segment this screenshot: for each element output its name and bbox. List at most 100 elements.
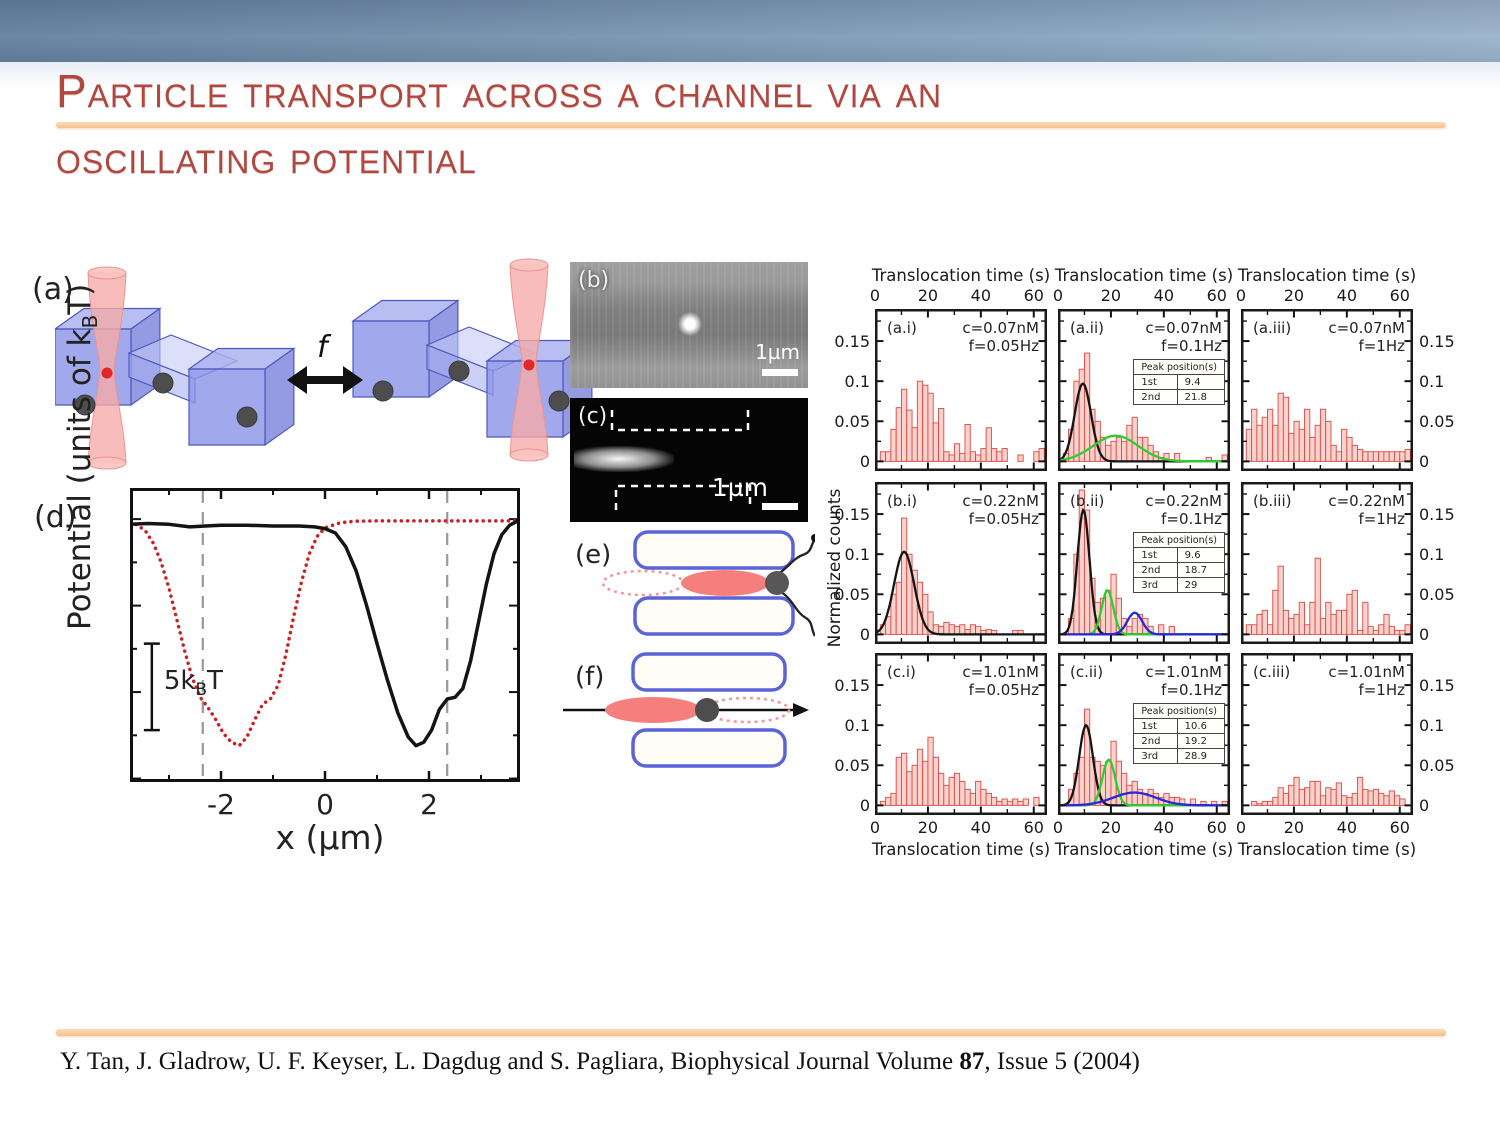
hist-x-tick: 20 [917, 286, 939, 305]
histogram-bar [1351, 792, 1358, 806]
histogram-grid: (a.i) c=0.07nM f=0.05Hz (a.ii) c=0.07nM f=0.1… [820, 258, 1490, 878]
histogram-bar [1267, 408, 1274, 462]
frequency-label: f=0.05Hz [969, 337, 1040, 355]
panel-id-label: (a.i) [887, 319, 917, 337]
histogram-bar [1394, 629, 1401, 635]
histogram-bar [906, 409, 913, 462]
hist-y-tick: 0 [859, 452, 870, 472]
channel-wall [633, 530, 795, 570]
histogram-bar [1394, 795, 1401, 806]
hist-x-tick: 60 [1206, 286, 1227, 305]
histogram-bar [938, 772, 945, 806]
hist-top-axis-title: Translocation time (s) [1054, 266, 1234, 285]
panel-d-label: (d) [34, 500, 77, 535]
histogram-bar [1251, 624, 1258, 635]
histogram-bar [1383, 451, 1390, 462]
hist-y-tick: 0 [1419, 452, 1430, 472]
potential-x-axis-label: x (µm) [275, 818, 385, 857]
title-underline [56, 122, 1446, 128]
histogram-bar [1356, 448, 1364, 462]
histogram-bar [1325, 787, 1332, 806]
concentration-label: c=1.01nM [1145, 663, 1222, 681]
histogram-bar [1367, 451, 1374, 462]
histogram-bar [1362, 451, 1369, 462]
histogram-bar [1341, 795, 1348, 806]
histogram-bar [959, 624, 966, 635]
histogram-bar [1399, 798, 1406, 806]
frequency-label: f=1Hz [1358, 681, 1405, 699]
scale-bar-label: 5kBT [163, 665, 223, 700]
hist-x-tick: 20 [1283, 818, 1305, 837]
hist-top-axis-title: Translocation time (s) [871, 266, 1051, 285]
colloidal-particle [448, 360, 470, 382]
histogram-bar [1335, 451, 1343, 462]
histogram-bar [990, 796, 998, 806]
histogram-bar [1309, 780, 1316, 806]
hist-y-tick: 0.1 [1419, 372, 1445, 392]
histogram-bar [964, 788, 971, 806]
histogram-bar [1372, 788, 1380, 806]
panel-b-scalebar-label: 1µm [755, 340, 800, 364]
histogram-bar [985, 792, 992, 806]
frequency-label: f=0.05Hz [969, 681, 1040, 699]
histogram-bar [948, 776, 955, 806]
histogram-bar [885, 796, 892, 806]
panel-id-label: (a.iii) [1253, 319, 1291, 337]
histogram-bar [1256, 803, 1263, 806]
citation-authors: Y. Tan, J. Gladrow, U. F. Keyser, L. Dag… [60, 1048, 960, 1075]
histogram-bar [1293, 613, 1300, 635]
histogram-bar [1383, 613, 1390, 635]
frequency-symbol: f [317, 330, 332, 365]
histogram-bar [1282, 792, 1290, 806]
histogram-bar [901, 388, 908, 462]
histogram-bar [1126, 784, 1133, 806]
histogram-bar [1404, 624, 1411, 635]
histogram-bar [1267, 800, 1274, 806]
histogram-bar [1131, 617, 1138, 635]
hist-x-tick: 40 [1336, 818, 1358, 837]
panel-id-label: (c.ii) [1070, 663, 1103, 681]
histogram-bar [1282, 609, 1290, 635]
histogram-panel-c.iii: (c.iii) c=1.01nM f=1Hz [1240, 653, 1413, 815]
histogram-bar [1163, 792, 1170, 806]
histogram-bar [1351, 444, 1358, 462]
hist-y-tick: 0.15 [1419, 505, 1455, 525]
hist-y-tick: 0.1 [844, 372, 870, 392]
histogram-bar [1388, 625, 1395, 635]
panel-b-micrograph: (b) 1µm [570, 262, 808, 388]
concentration-label: c=0.22nM [962, 492, 1039, 510]
concentration-label: c=0.07nM [1328, 319, 1405, 337]
histogram-bar [1245, 624, 1253, 635]
panel-e-schematic [601, 530, 815, 637]
concentration-label: c=1.01nM [1328, 663, 1405, 681]
histogram-bar [996, 800, 1003, 806]
histogram-bar [1399, 451, 1406, 462]
hist-y-tick: 0.15 [1419, 332, 1455, 352]
histogram-bar [1272, 796, 1279, 806]
histogram-bar [916, 748, 924, 806]
hist-y-tick: 0.1 [844, 716, 870, 736]
panel-id-label: (b.ii) [1070, 492, 1104, 510]
histogram-bar [1017, 454, 1024, 462]
hist-x-tick: 0 [869, 286, 881, 305]
hist-y-tick: 0.1 [844, 545, 870, 565]
hist-y-tick: 0.05 [834, 412, 870, 432]
histogram-bar [1256, 424, 1263, 462]
histogram-bar [1272, 424, 1279, 462]
hist-x-tick: 40 [1336, 286, 1358, 305]
fluorescent-molecule-blob [574, 446, 674, 472]
panel-a-schematic: f [55, 258, 594, 470]
hist-y-tick: 0.1 [1419, 716, 1445, 736]
histogram-bar [953, 772, 961, 806]
channel-wall [633, 596, 795, 636]
particle [765, 571, 789, 595]
histogram-bar [1131, 416, 1138, 462]
histogram-bar [1277, 392, 1284, 462]
header-fade [0, 62, 1500, 90]
hist-y-tick: 0 [1419, 796, 1430, 816]
histogram-panel-b.iii: (b.iii) c=0.22nM f=1Hz [1240, 482, 1413, 644]
potential-plot: 5kBT [128, 488, 522, 782]
gaussian-fit [1060, 611, 1228, 636]
histogram-bar [1115, 436, 1122, 462]
panel-a-label: (a) [32, 272, 74, 307]
